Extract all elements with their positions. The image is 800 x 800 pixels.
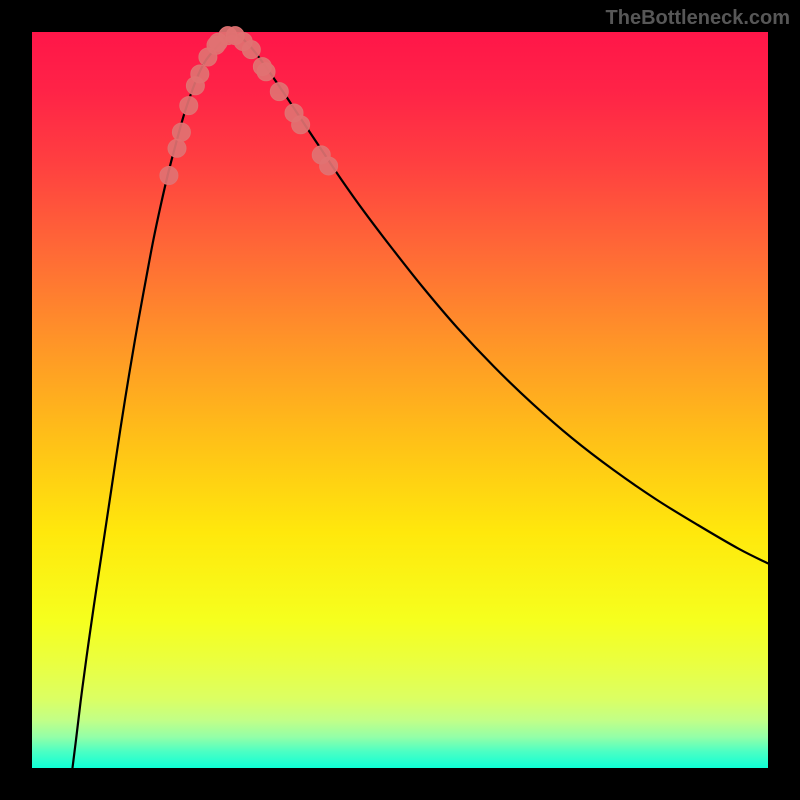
data-marker bbox=[242, 41, 260, 59]
data-marker bbox=[191, 65, 209, 83]
data-marker bbox=[160, 167, 178, 185]
data-marker bbox=[270, 83, 288, 101]
data-marker bbox=[257, 63, 275, 81]
watermark-text: TheBottleneck.com bbox=[606, 7, 790, 29]
data-marker bbox=[292, 116, 310, 134]
data-marker bbox=[320, 157, 338, 175]
data-marker bbox=[180, 97, 198, 115]
data-marker bbox=[172, 123, 190, 141]
data-marker bbox=[168, 139, 186, 157]
bottleneck-chart: TheBottleneck.com bbox=[0, 0, 800, 800]
gradient-panel bbox=[32, 32, 768, 768]
